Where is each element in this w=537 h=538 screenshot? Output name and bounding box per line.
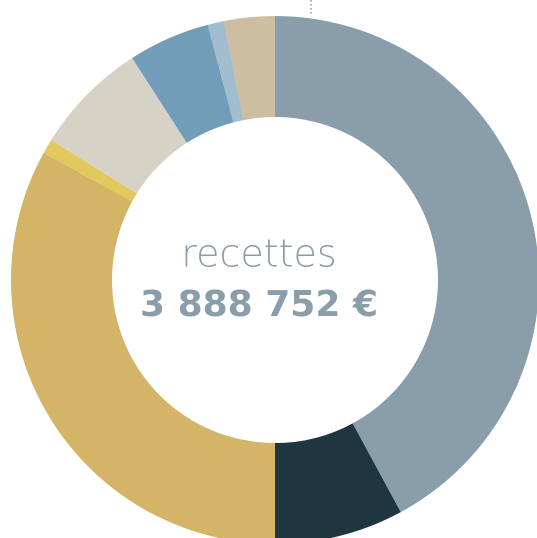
donut-slice xyxy=(132,24,234,143)
donut-slice xyxy=(275,423,401,538)
donut-slice xyxy=(223,16,275,121)
donut-slice xyxy=(275,16,537,513)
slices xyxy=(11,16,537,538)
donut-slice xyxy=(51,57,187,194)
center-value: 3 888 752 € xyxy=(140,284,378,325)
donut-slice xyxy=(207,20,244,123)
donut-slice xyxy=(43,139,137,202)
center-label: recettes xyxy=(181,232,336,276)
donut-slice xyxy=(11,152,275,538)
